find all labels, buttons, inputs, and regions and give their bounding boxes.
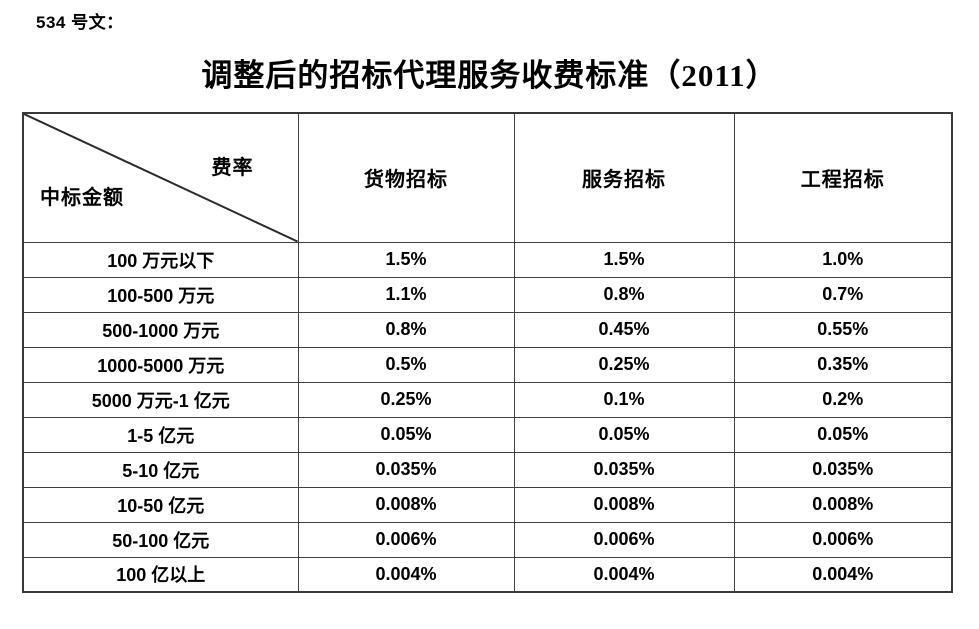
rate-cell: 0.25% (513, 346, 735, 383)
row-label: 50-100 亿元 (22, 521, 299, 558)
rate-cell: 0.008% (297, 486, 515, 523)
table-row: 100 亿以上 0.004% 0.004% 0.004% (22, 556, 953, 593)
rate-cell: 0.05% (513, 416, 735, 453)
rate-cell: 0.5% (297, 346, 515, 383)
table-row: 5000 万元-1 亿元 0.25% 0.1% 0.2% (22, 381, 953, 418)
diagonal-divider-line (24, 114, 298, 242)
rate-cell: 0.035% (513, 451, 735, 488)
table-row: 1-5 亿元 0.05% 0.05% 0.05% (22, 416, 953, 453)
table-row: 5-10 亿元 0.035% 0.035% 0.035% (22, 451, 953, 488)
table-row: 500-1000 万元 0.8% 0.45% 0.55% (22, 311, 953, 348)
corner-bid-amount-label: 中标金额 (40, 186, 124, 209)
corner-fee-rate-label: 费率 (211, 157, 254, 179)
row-label: 100 万元以下 (22, 241, 299, 278)
rate-cell: 1.1% (297, 276, 515, 313)
rate-cell: 0.55% (733, 311, 953, 348)
row-label: 5-10 亿元 (22, 451, 299, 488)
table-row: 100 万元以下 1.5% 1.5% 1.0% (22, 241, 953, 278)
column-header-services: 服务招标 (513, 112, 735, 243)
rate-cell: 0.1% (513, 381, 735, 418)
rate-cell: 0.35% (733, 346, 953, 383)
fee-rate-table: 费率 中标金额 货物招标 服务招标 工程招标 100 万元以下 1.5% 1.5… (22, 112, 953, 593)
rate-cell: 0.05% (733, 416, 953, 453)
row-label: 1-5 亿元 (22, 416, 299, 453)
rate-cell: 0.008% (513, 486, 735, 523)
rate-cell: 0.004% (297, 556, 515, 593)
row-label: 100 亿以上 (22, 556, 299, 593)
table-header-row: 费率 中标金额 货物招标 服务招标 工程招标 (22, 112, 953, 243)
column-header-goods: 货物招标 (297, 112, 515, 243)
page-title: 调整后的招标代理服务收费标准（2011） (201, 58, 778, 93)
rate-cell: 0.25% (297, 381, 515, 418)
row-label: 100-500 万元 (22, 276, 299, 313)
row-label: 1000-5000 万元 (22, 346, 299, 383)
table-row: 100-500 万元 1.1% 0.8% 0.7% (22, 276, 953, 313)
row-label: 500-1000 万元 (22, 311, 299, 348)
rate-cell: 0.004% (513, 556, 735, 593)
rate-cell: 0.035% (733, 451, 953, 488)
rate-cell: 1.5% (297, 241, 515, 278)
doc-number-label: 534 号文： (36, 13, 124, 32)
rate-cell: 1.0% (733, 241, 953, 278)
rate-cell: 0.8% (297, 311, 515, 348)
rate-cell: 0.7% (733, 276, 953, 313)
rate-cell: 0.05% (297, 416, 515, 453)
rate-cell: 0.8% (513, 276, 735, 313)
table-row: 10-50 亿元 0.008% 0.008% 0.008% (22, 486, 953, 523)
rate-cell: 0.006% (513, 521, 735, 558)
rate-cell: 0.006% (297, 521, 515, 558)
table-row: 50-100 亿元 0.006% 0.006% 0.006% (22, 521, 953, 558)
rate-cell: 0.035% (297, 451, 515, 488)
diagonal-corner-cell: 费率 中标金额 (22, 112, 299, 243)
rate-cell: 0.45% (513, 311, 735, 348)
rate-cell: 0.2% (733, 381, 953, 418)
rate-cell: 0.006% (733, 521, 953, 558)
column-header-works: 工程招标 (733, 112, 953, 243)
table-row: 1000-5000 万元 0.5% 0.25% 0.35% (22, 346, 953, 383)
row-label: 5000 万元-1 亿元 (22, 381, 299, 418)
rate-cell: 1.5% (513, 241, 735, 278)
row-label: 10-50 亿元 (22, 486, 299, 523)
rate-cell: 0.008% (733, 486, 953, 523)
rate-cell: 0.004% (733, 556, 953, 593)
